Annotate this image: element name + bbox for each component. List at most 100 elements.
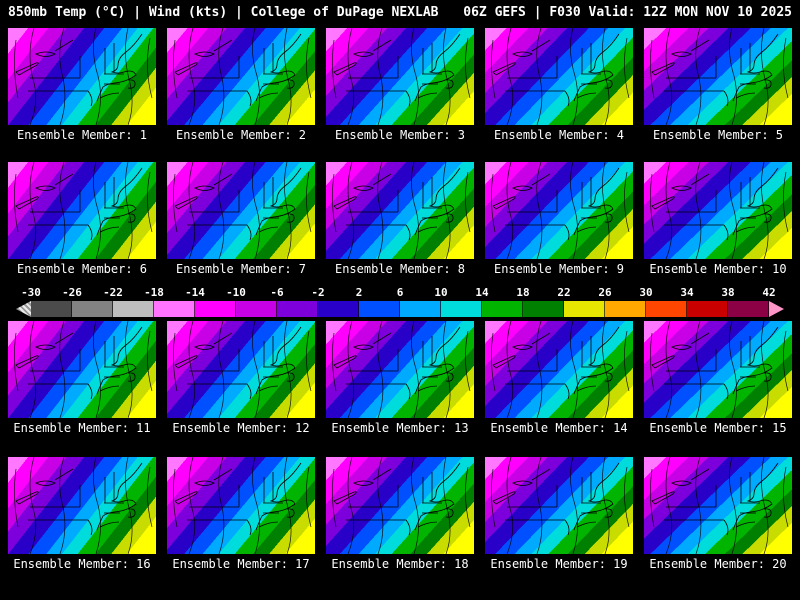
product-title: 850mb Temp (°C) | Wind (kts) | College o… — [8, 5, 439, 20]
colorbar-tick-label: 14 — [475, 286, 489, 299]
ensemble-map — [326, 28, 474, 125]
colorbar-segment — [564, 301, 605, 317]
colorbar-segment — [318, 301, 359, 317]
ensemble-member-label: Ensemble Member: 5 — [652, 128, 784, 142]
ensemble-map — [485, 28, 633, 125]
colorbar-tick-label: -22 — [103, 286, 123, 299]
ensemble-member-label: Ensemble Member: 9 — [493, 262, 625, 276]
colorbar-left-arrow — [16, 301, 31, 317]
ensemble-map — [167, 457, 315, 554]
colorbar-tick-label: -18 — [144, 286, 164, 299]
ensemble-panel: Ensemble Member: 14 — [485, 321, 633, 435]
map-outlines-icon — [650, 321, 789, 418]
colorbar-segment — [728, 301, 769, 317]
map-outlines-icon — [173, 28, 312, 125]
panel-row-1: Ensemble Member: 1 — [0, 28, 800, 142]
ensemble-member-label: Ensemble Member: 19 — [490, 557, 628, 571]
ensemble-map — [644, 162, 792, 259]
ensemble-panel: Ensemble Member: 2 — [167, 28, 315, 142]
colorbar-tick-label: 22 — [557, 286, 571, 299]
map-outlines-icon — [650, 162, 789, 259]
colorbar-segment — [441, 301, 482, 317]
ensemble-panel: Ensemble Member: 18 — [326, 457, 474, 571]
map-outlines-icon — [14, 28, 153, 125]
map-outlines-icon — [173, 162, 312, 259]
colorbar-segment — [482, 301, 523, 317]
map-outlines-icon — [650, 457, 789, 554]
ensemble-map — [167, 28, 315, 125]
ensemble-map — [485, 162, 633, 259]
map-outlines-icon — [173, 457, 312, 554]
ensemble-map — [644, 28, 792, 125]
colorbar-segment — [72, 301, 113, 317]
ensemble-panel: Ensemble Member: 19 — [485, 457, 633, 571]
map-outlines-icon — [332, 457, 471, 554]
colorbar-segment — [31, 301, 72, 317]
map-outlines-icon — [491, 457, 630, 554]
ensemble-member-label: Ensemble Member: 18 — [331, 557, 469, 571]
map-outlines-icon — [332, 28, 471, 125]
ensemble-member-label: Ensemble Member: 10 — [649, 262, 787, 276]
ensemble-panel: Ensemble Member: 4 — [485, 28, 633, 142]
ensemble-map — [644, 321, 792, 418]
ensemble-member-label: Ensemble Member: 8 — [334, 262, 466, 276]
colorbar-segment — [523, 301, 564, 317]
colorbar-tick-label: 18 — [516, 286, 530, 299]
ensemble-panel: Ensemble Member: 20 — [644, 457, 792, 571]
colorbar-segment — [605, 301, 646, 317]
ensemble-member-label: Ensemble Member: 15 — [649, 421, 787, 435]
colorbar-segment — [195, 301, 236, 317]
colorbar-scale — [16, 301, 784, 317]
ensemble-member-label: Ensemble Member: 11 — [13, 421, 151, 435]
panel-row-4: Ensemble Member: 16 — [0, 457, 800, 571]
ensemble-panel: Ensemble Member: 10 — [644, 162, 792, 276]
ensemble-member-label: Ensemble Member: 16 — [13, 557, 151, 571]
map-outlines-icon — [173, 321, 312, 418]
ensemble-map — [326, 162, 474, 259]
ensemble-member-label: Ensemble Member: 14 — [490, 421, 628, 435]
ensemble-member-label: Ensemble Member: 2 — [175, 128, 307, 142]
ensemble-panel: Ensemble Member: 9 — [485, 162, 633, 276]
ensemble-panel: Ensemble Member: 17 — [167, 457, 315, 571]
colorbar-tick-label: -6 — [270, 286, 284, 299]
ensemble-member-label: Ensemble Member: 20 — [649, 557, 787, 571]
colorbar: -30 -26 -22 -18 -14 -10 -6 -2 2 6 10 14 18 22 26 30 34 38… — [16, 286, 784, 317]
ensemble-member-label: Ensemble Member: 6 — [16, 262, 148, 276]
colorbar-tick-label: 30 — [639, 286, 653, 299]
ensemble-map — [167, 162, 315, 259]
map-outlines-icon — [14, 321, 153, 418]
ensemble-panel: Ensemble Member: 1 — [8, 28, 156, 142]
colorbar-tick-label: 2 — [355, 286, 363, 299]
ensemble-member-label: Ensemble Member: 12 — [172, 421, 310, 435]
header-bar: 850mb Temp (°C) | Wind (kts) | College o… — [0, 0, 800, 20]
ensemble-panel: Ensemble Member: 6 — [8, 162, 156, 276]
ensemble-panel: Ensemble Member: 3 — [326, 28, 474, 142]
colorbar-right-arrow — [769, 301, 784, 317]
colorbar-segment — [277, 301, 318, 317]
ensemble-member-label: Ensemble Member: 1 — [16, 128, 148, 142]
colorbar-segment — [687, 301, 728, 317]
ensemble-panel: Ensemble Member: 16 — [8, 457, 156, 571]
run-valid-time: 06Z GEFS | F030 Valid: 12Z MON NOV 10 20… — [463, 5, 792, 20]
map-outlines-icon — [491, 162, 630, 259]
colorbar-tick-label: 10 — [434, 286, 448, 299]
colorbar-tick-label: -30 — [21, 286, 41, 299]
ensemble-map — [8, 28, 156, 125]
ensemble-panel: Ensemble Member: 7 — [167, 162, 315, 276]
colorbar-tick-label: -10 — [226, 286, 246, 299]
panel-row-3: Ensemble Member: 11 — [0, 321, 800, 435]
colorbar-segment — [359, 301, 400, 317]
ensemble-member-label: Ensemble Member: 3 — [334, 128, 466, 142]
colorbar-tick-label: -26 — [62, 286, 82, 299]
ensemble-panel: Ensemble Member: 8 — [326, 162, 474, 276]
colorbar-tick-label: 26 — [598, 286, 612, 299]
ensemble-panel: Ensemble Member: 11 — [8, 321, 156, 435]
colorbar-tick-label: -14 — [185, 286, 205, 299]
ensemble-panel: Ensemble Member: 13 — [326, 321, 474, 435]
colorbar-tick-label: -2 — [311, 286, 325, 299]
colorbar-segment — [236, 301, 277, 317]
ensemble-map — [485, 457, 633, 554]
colorbar-segment — [154, 301, 195, 317]
panel-row-2: Ensemble Member: 6 — [0, 162, 800, 276]
ensemble-panel: Ensemble Member: 12 — [167, 321, 315, 435]
